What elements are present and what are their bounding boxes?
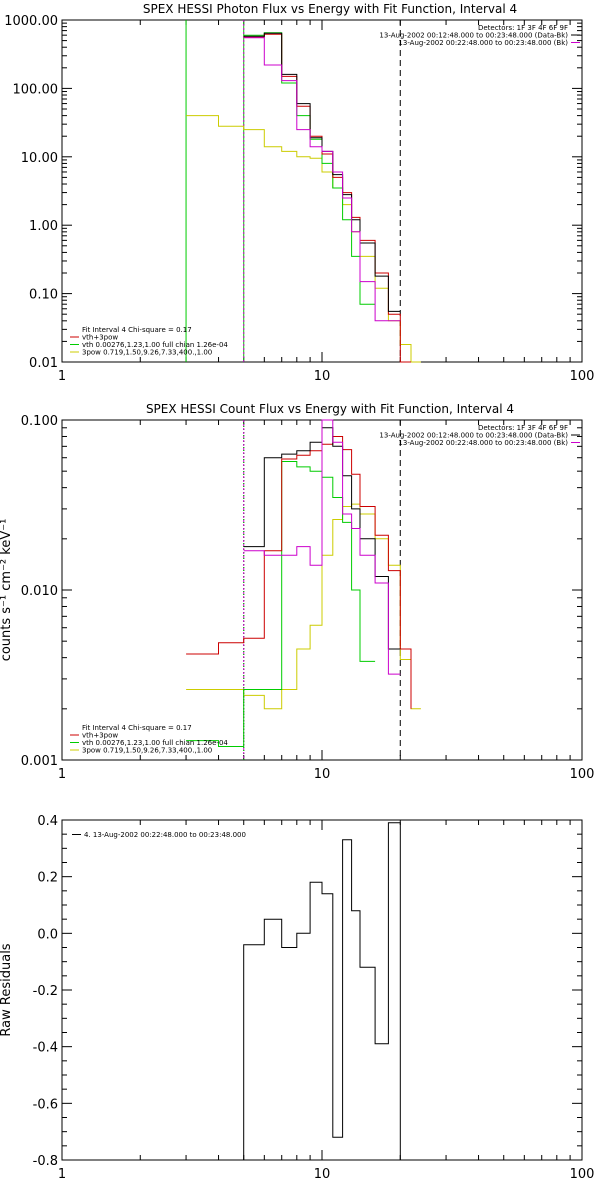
legend-text: vth 0.00276,1.23,1.00 full chian 1.26e-0… [82, 341, 228, 349]
y-tick-label: 1000.00 [4, 14, 58, 29]
x-tick-label: 1 [58, 767, 66, 782]
legend-text: 13-Aug-2002 00:22:48.000 to 00:23:48.000… [398, 439, 568, 447]
legend-text: Detectors: 1F 3F 4F 6F 9F [478, 24, 568, 32]
x-tick-label: 100 [570, 1167, 595, 1182]
y-tick-label: 0.2 [37, 871, 58, 886]
x-tick-label: 1 [58, 1167, 66, 1182]
y-axis-label: Raw Residuals [0, 943, 14, 1036]
legend-text: 3pow 0.719,1.50,9.26,7.33,400.,1.00 [82, 747, 212, 755]
y-tick-label: 100.00 [13, 82, 59, 97]
y-tick-label: 1.00 [29, 219, 58, 234]
y-tick-label: -0.8 [33, 1154, 58, 1169]
plot-photon-flux: SPEX HESSI Photon Flux vs Energy with Fi… [4, 2, 594, 384]
y-tick-label: -0.6 [33, 1097, 58, 1112]
y-tick-label: 0.100 [21, 414, 58, 429]
spectrum-series [243, 822, 401, 1160]
spectrum-series [243, 37, 401, 322]
legend-text: Fit Interval 4 Chi-square = 0.17 [82, 724, 192, 732]
y-tick-label: 10.00 [21, 151, 58, 166]
y-tick-label: 0.001 [21, 754, 58, 769]
x-tick-label: 100 [570, 369, 595, 384]
legend-text: Fit Interval 4 Chi-square = 0.17 [82, 326, 192, 334]
legend-text: 4. 13-Aug-2002 00:22:48.000 to 00:23:48.… [84, 831, 246, 839]
spectrum-series [186, 461, 376, 747]
y-tick-label: 0.0 [37, 927, 58, 942]
legend-text: 13-Aug-2002 00:22:48.000 to 00:23:48.000… [398, 39, 568, 47]
x-tick-label: 10 [314, 369, 331, 384]
legend-text: vth+3pow [82, 732, 118, 740]
plot-frame [61, 819, 583, 1161]
legend-text: vth+3pow [82, 334, 118, 342]
spectrum-series [243, 419, 401, 675]
y-tick-label: 0.4 [37, 814, 58, 829]
x-tick-label: 10 [314, 1167, 331, 1182]
y-axis-label: counts s⁻¹ cm⁻² keV⁻¹ [0, 519, 14, 662]
plot-count-flux: SPEX HESSI Count Flux vs Energy with Fit… [0, 402, 594, 782]
x-tick-label: 10 [314, 767, 331, 782]
y-tick-label: 0.10 [29, 288, 58, 303]
y-tick-label: 0.010 [21, 584, 58, 599]
count-plot-title: SPEX HESSI Count Flux vs Energy with Fit… [146, 402, 514, 416]
plot-frame [61, 19, 583, 363]
legend-text: vth 0.00276,1.23,1.00 full chian 1.26e-0… [82, 739, 228, 747]
x-tick-label: 100 [570, 767, 595, 782]
legend-text: Detectors: 1F 3F 4F 6F 9F [478, 424, 568, 432]
legend-text: 3pow 0.719,1.50,9.26,7.33,400.,1.00 [82, 349, 212, 357]
y-tick-label: -0.2 [33, 984, 58, 999]
x-tick-label: 1 [58, 369, 66, 384]
y-tick-label: -0.4 [33, 1041, 58, 1056]
plot-residuals: 1 10 100 0.4 0.2 0.0 -0.2 -0.4 -0.6 -0.8 Raw Resid… [0, 814, 594, 1182]
legend-text: 13-Aug-2002 00:12:48.000 to 00:23:48.000… [379, 32, 568, 40]
spectrum-series [186, 436, 412, 709]
photon-plot-title: SPEX HESSI Photon Flux vs Energy with Fi… [143, 2, 517, 16]
y-tick-label: 0.01 [29, 356, 58, 371]
legend-text: 13-Aug-2002 00:12:48.000 to 00:23:48.000… [379, 432, 568, 440]
spectrum-series [243, 33, 411, 363]
spectrum-series [243, 32, 376, 305]
spectrum-series [186, 115, 421, 363]
